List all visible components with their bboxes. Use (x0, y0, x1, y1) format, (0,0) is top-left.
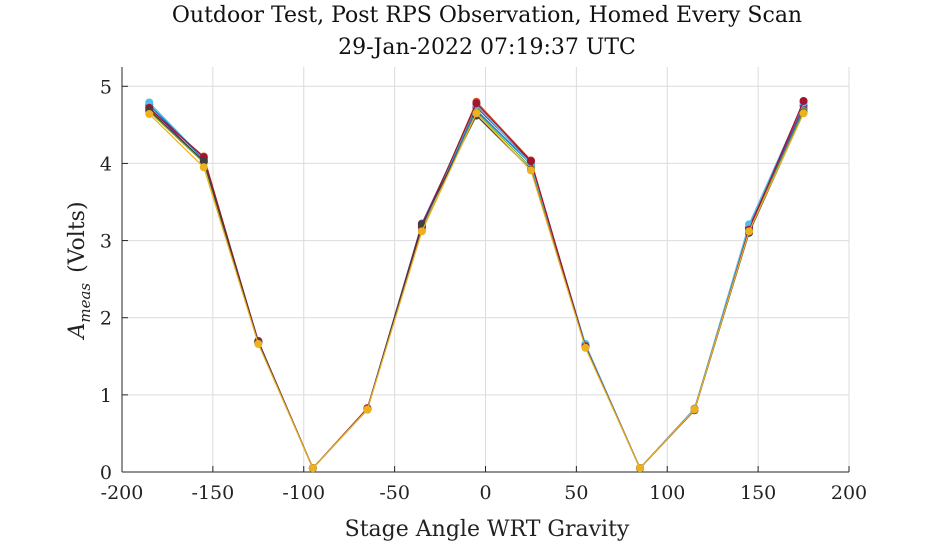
data-point (635, 464, 644, 473)
x-tick-label: 150 (740, 482, 776, 504)
series-5 (145, 96, 808, 473)
y-axis-label-sub: meas (76, 283, 94, 323)
data-point (799, 109, 808, 118)
data-point (254, 339, 263, 348)
y-tick-label: 4 (100, 153, 112, 175)
series-line (148, 105, 805, 470)
series-7 (145, 109, 808, 473)
series-line (148, 102, 805, 470)
x-tick-label: -100 (282, 482, 325, 504)
y-tick-label: 5 (100, 76, 112, 98)
series-line (148, 100, 805, 470)
data-point (199, 163, 208, 172)
series-3 (145, 106, 808, 473)
x-tick-label: 0 (479, 482, 491, 504)
data-point (526, 157, 535, 166)
y-tick-label: 0 (100, 462, 112, 484)
x-tick-label: -200 (101, 482, 144, 504)
data-point (799, 96, 808, 105)
x-tick-label: 50 (564, 482, 588, 504)
series-group (145, 96, 808, 473)
series-0 (145, 100, 808, 473)
x-axis-label: Stage Angle WRT Gravity (345, 517, 630, 542)
data-point (308, 464, 317, 473)
axes: -200 -150 -100 -50 0 50 100 150 200 0 1 2 3 4 5 (100, 67, 867, 504)
data-point (526, 166, 535, 175)
data-point (690, 405, 699, 414)
series-line (148, 112, 805, 470)
y-tick-label: 1 (100, 385, 112, 407)
series-line (148, 110, 805, 470)
y-axis-label: Ameas (Volts) (65, 201, 94, 340)
series-line (148, 104, 805, 470)
chart-subtitle: 29-Jan-2022 07:19:37 UTC (338, 35, 636, 60)
series-1 (145, 97, 808, 473)
x-tick-label: -50 (379, 482, 410, 504)
series-2 (145, 101, 808, 473)
y-tick-label: 3 (100, 231, 112, 253)
grid (121, 67, 850, 473)
y-axis-label-main: A (65, 323, 90, 341)
series-4 (145, 98, 808, 473)
y-tick-label: 2 (100, 308, 112, 330)
data-point (199, 157, 208, 166)
y-axis-label-units: (Volts) (65, 201, 90, 272)
series-6 (145, 106, 808, 473)
data-point (363, 405, 372, 414)
x-tick-label: 200 (831, 482, 867, 504)
data-point (472, 109, 481, 118)
chart-title: Outdoor Test, Post RPS Observation, Home… (172, 3, 802, 28)
series-line (148, 100, 805, 470)
x-tick-label: 100 (649, 482, 685, 504)
data-point (472, 99, 481, 108)
x-tick-label: -150 (192, 482, 235, 504)
data-point (745, 227, 754, 236)
data-point (581, 343, 590, 352)
data-point (417, 227, 426, 236)
data-point (145, 110, 154, 119)
